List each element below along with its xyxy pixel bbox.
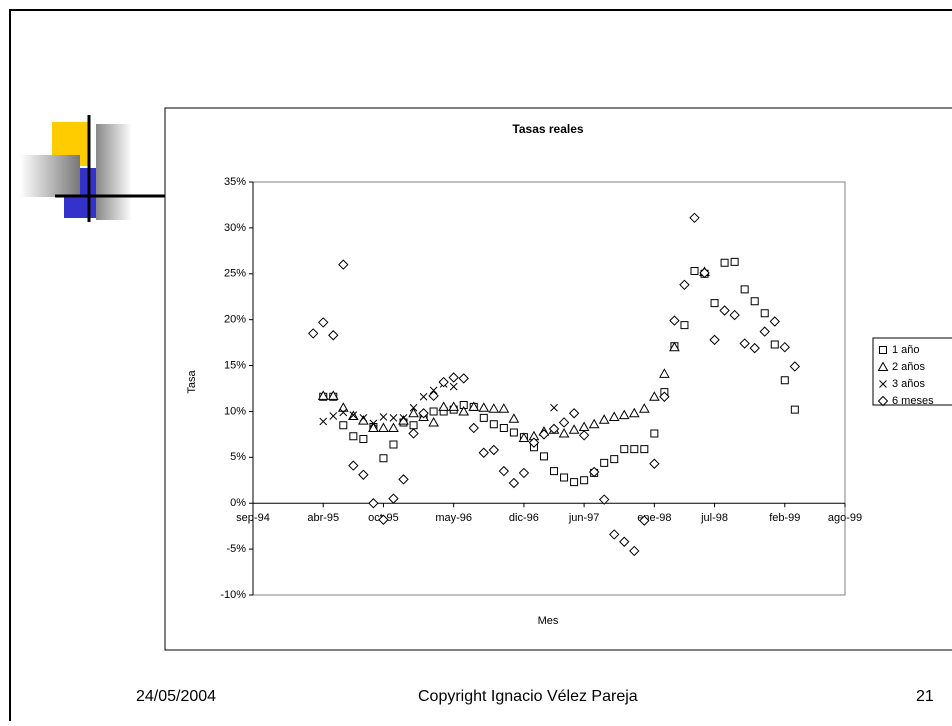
- y-tick-label: 0%: [230, 497, 246, 509]
- point: [500, 424, 507, 431]
- point: [561, 474, 568, 481]
- x-tick-label: dic-96: [509, 512, 539, 524]
- point: [631, 446, 638, 453]
- y-tick-label: -5%: [226, 543, 246, 555]
- y-tick-label: 25%: [224, 268, 246, 280]
- slide: Tasas reales Mes Tasa 24/05/2004 Copyrig…: [0, 0, 952, 721]
- footer-page: 21: [916, 688, 934, 705]
- legend-marker: [880, 347, 887, 354]
- chart-title: Tasas reales: [512, 122, 583, 136]
- x-tick-label: jun-97: [568, 512, 600, 524]
- point: [761, 310, 768, 317]
- point: [791, 406, 798, 413]
- footer-date: 24/05/2004: [136, 688, 216, 705]
- y-axis-title: Tasa: [186, 370, 198, 394]
- point: [771, 341, 778, 348]
- y-tick-label: 15%: [224, 359, 246, 371]
- point: [731, 258, 738, 265]
- point: [340, 422, 347, 429]
- point: [350, 433, 357, 440]
- x-tick-label: may-96: [435, 512, 472, 524]
- point: [430, 408, 437, 415]
- x-tick-label: sep-94: [236, 512, 270, 524]
- y-tick-label: 35%: [224, 176, 246, 188]
- point: [360, 435, 367, 442]
- point: [681, 322, 688, 329]
- point: [721, 259, 728, 266]
- footer-copyright: Copyright Ignacio Vélez Pareja: [418, 688, 638, 705]
- point: [741, 286, 748, 293]
- point: [691, 268, 698, 275]
- x-tick-label: jul-98: [700, 512, 728, 524]
- point: [751, 298, 758, 305]
- point: [390, 441, 397, 448]
- point: [510, 429, 517, 436]
- point: [410, 422, 417, 429]
- legend-label: 2 años: [892, 361, 926, 373]
- x-tick-label: ago-99: [828, 512, 862, 524]
- point: [611, 456, 618, 463]
- legend-label: 1 año: [892, 344, 920, 356]
- point: [651, 430, 658, 437]
- y-tick-label: 30%: [224, 222, 246, 234]
- legend-label: 6 meses: [892, 395, 934, 407]
- point: [621, 446, 628, 453]
- x-tick-label: abr-95: [307, 512, 339, 524]
- legend-label: 3 años: [892, 378, 926, 390]
- y-tick-label: 5%: [230, 451, 246, 463]
- point: [581, 477, 588, 484]
- y-tick-label: 20%: [224, 314, 246, 326]
- point: [601, 459, 608, 466]
- plot-area: [253, 182, 845, 595]
- point: [641, 446, 648, 453]
- x-axis-title: Mes: [538, 615, 559, 627]
- point: [480, 414, 487, 421]
- y-tick-label: 10%: [224, 405, 246, 417]
- point: [380, 455, 387, 462]
- point: [490, 421, 497, 428]
- decoration: [20, 115, 165, 222]
- point: [711, 300, 718, 307]
- point: [551, 468, 558, 475]
- point: [571, 479, 578, 486]
- point: [781, 377, 788, 384]
- point: [540, 453, 547, 460]
- y-tick-label: -10%: [220, 589, 246, 601]
- x-tick-label: feb-99: [769, 512, 800, 524]
